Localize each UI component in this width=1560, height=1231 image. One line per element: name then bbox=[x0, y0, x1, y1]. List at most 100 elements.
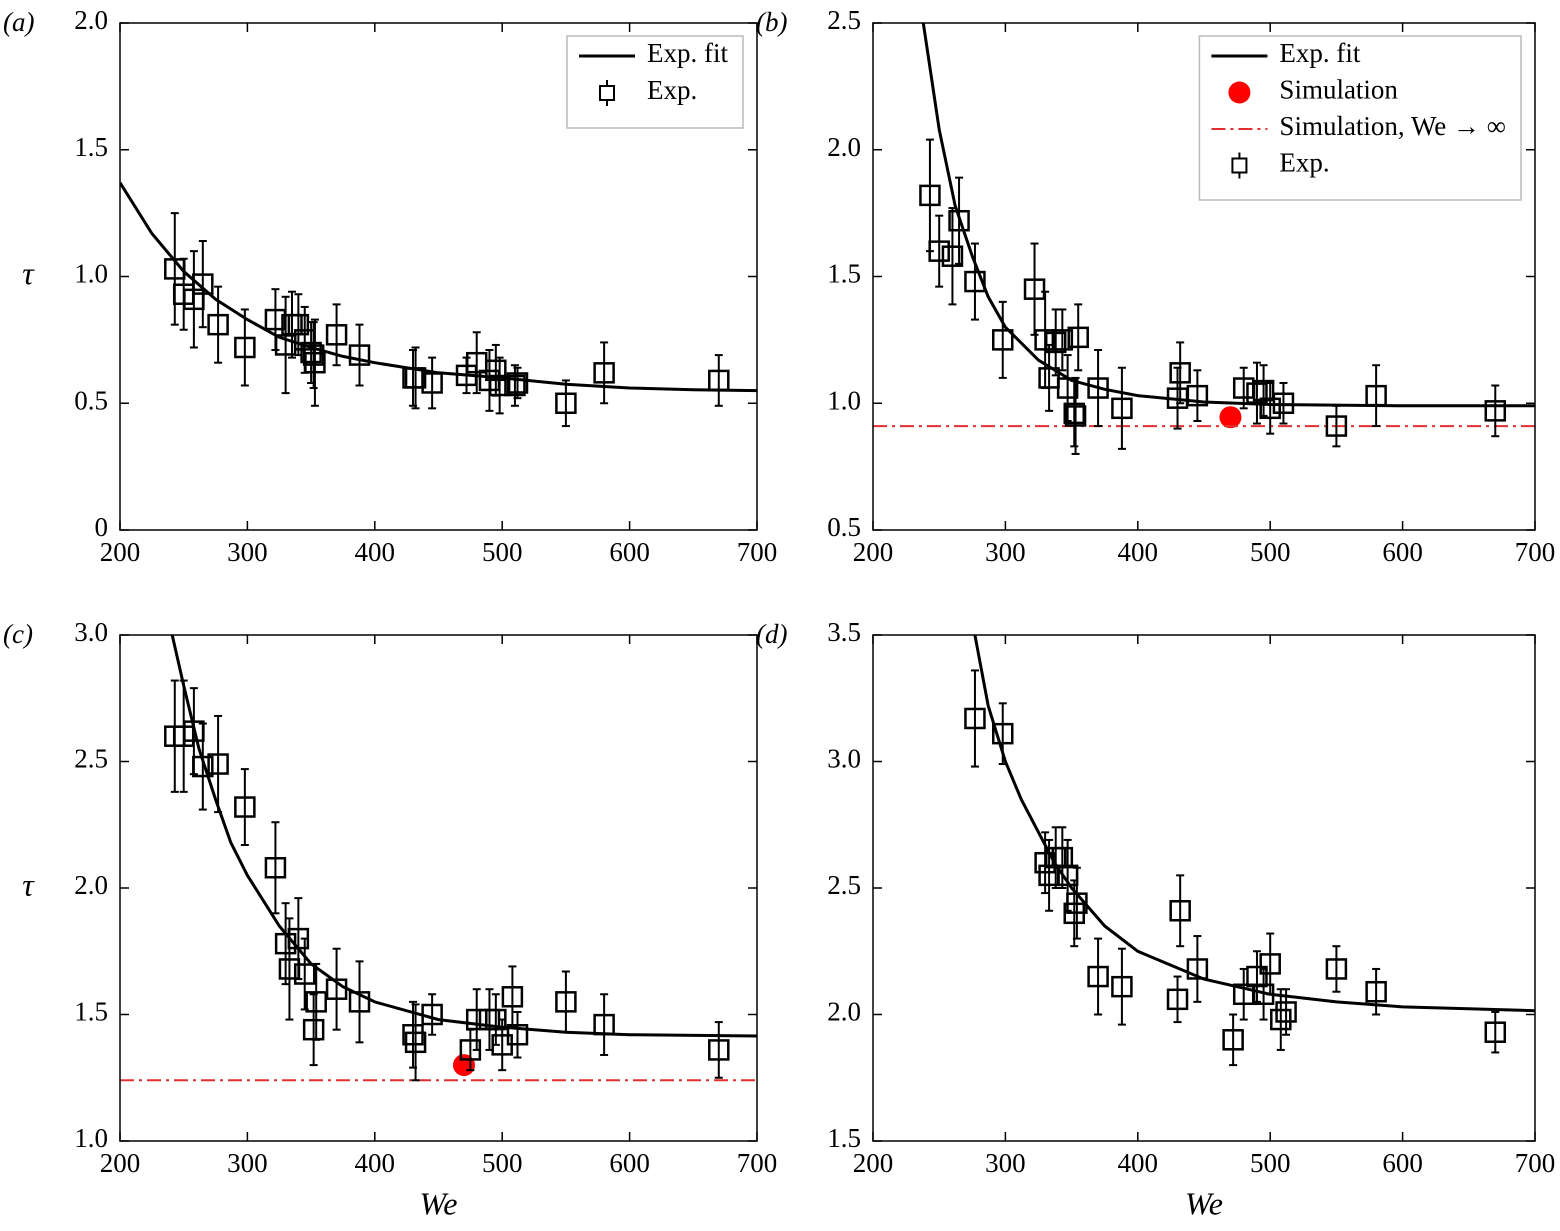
y-tick-label: 2.5 bbox=[827, 5, 861, 35]
exp-marker bbox=[506, 1023, 529, 1046]
exp-marker bbox=[1064, 405, 1087, 427]
exp-marker bbox=[234, 336, 256, 359]
exp-marker bbox=[421, 372, 443, 394]
x-tick-label: 400 bbox=[355, 537, 396, 567]
x-tick-label: 500 bbox=[1250, 537, 1291, 567]
x-tick-label: 600 bbox=[609, 537, 650, 567]
exp-marker bbox=[501, 986, 524, 1008]
exp-marker bbox=[1087, 377, 1109, 399]
y-tick-label: 2.5 bbox=[827, 870, 861, 900]
exp-marker bbox=[485, 359, 507, 382]
exp-marker bbox=[404, 1031, 427, 1054]
exp-marker bbox=[293, 963, 316, 985]
x-tick-label: 400 bbox=[1118, 537, 1159, 567]
exp-marker bbox=[1259, 397, 1281, 420]
exp-marker bbox=[992, 722, 1014, 745]
exp-marker bbox=[1166, 988, 1189, 1011]
exp-marker bbox=[593, 1013, 615, 1036]
y-tick-label: 1.0 bbox=[74, 259, 108, 289]
legend-box bbox=[566, 35, 744, 129]
y-tick-label: 0.5 bbox=[74, 385, 108, 415]
x-tick-label: 500 bbox=[482, 537, 523, 567]
exp-marker bbox=[274, 932, 297, 955]
exp-marker bbox=[1186, 958, 1209, 980]
x-tick-label: 200 bbox=[853, 537, 894, 567]
exp-marker bbox=[1051, 846, 1074, 869]
exp-marker bbox=[1023, 278, 1046, 300]
exp-marker bbox=[1246, 965, 1268, 988]
legend-label: Exp. bbox=[1279, 148, 1329, 178]
exp-marker bbox=[1275, 1001, 1297, 1023]
exp-marker bbox=[1063, 402, 1085, 425]
exp-marker bbox=[1169, 900, 1191, 922]
y-tick-label: 3.0 bbox=[827, 744, 861, 774]
y-tick-label: 1.5 bbox=[74, 997, 108, 1027]
exp-marker bbox=[1087, 965, 1109, 988]
x-tick-label: 700 bbox=[737, 1148, 778, 1178]
exp-marker bbox=[402, 1023, 424, 1046]
panel-label: (c) bbox=[3, 619, 33, 649]
legend-label: Exp. bbox=[647, 75, 697, 105]
y-tick-label: 2.0 bbox=[74, 5, 108, 35]
exp-marker bbox=[504, 374, 526, 397]
x-axis-label: We bbox=[1185, 1185, 1223, 1221]
legend: Exp. fit Simulation Simulation, We → ∞ Exp. bbox=[1198, 35, 1522, 201]
exp-marker bbox=[593, 362, 615, 384]
exp-marker bbox=[992, 329, 1014, 351]
plot-area bbox=[120, 635, 757, 1082]
exp-marker bbox=[1365, 384, 1387, 407]
exp-marker bbox=[348, 991, 371, 1013]
exp-marker bbox=[1246, 382, 1268, 404]
exp-marker bbox=[708, 369, 730, 392]
exp-marker bbox=[302, 344, 325, 366]
x-tick-label: 700 bbox=[737, 537, 778, 567]
y-tick-label: 2.0 bbox=[827, 997, 861, 1027]
y-tick-label: 2.0 bbox=[827, 132, 861, 162]
y-tick-label: 1.5 bbox=[827, 259, 861, 289]
exp-marker bbox=[555, 991, 577, 1013]
exp-marker bbox=[928, 240, 950, 262]
exp-marker bbox=[304, 351, 326, 374]
panel-label: (d) bbox=[756, 619, 787, 649]
legend-symbol bbox=[1231, 157, 1248, 174]
x-tick-label: 200 bbox=[100, 537, 141, 567]
exp-marker bbox=[1272, 392, 1295, 414]
y-tick-label: 2.5 bbox=[74, 744, 108, 774]
panel-label: (a) bbox=[3, 7, 34, 37]
exp-marker bbox=[1051, 329, 1074, 351]
simulation-point bbox=[1219, 406, 1242, 429]
x-tick-label: 600 bbox=[1382, 537, 1423, 567]
exp-marker bbox=[1325, 415, 1348, 437]
exp-marker bbox=[555, 392, 577, 414]
x-tick-label: 200 bbox=[100, 1148, 141, 1178]
legend: Exp. fit Exp. bbox=[566, 35, 744, 129]
exp-marker bbox=[348, 344, 371, 366]
exp-marker bbox=[941, 245, 964, 267]
exp-marker bbox=[264, 857, 287, 879]
exp-marker bbox=[708, 1039, 730, 1061]
x-tick-label: 600 bbox=[1382, 1148, 1423, 1178]
exp-marker bbox=[1111, 397, 1133, 420]
x-tick-label: 700 bbox=[1515, 537, 1556, 567]
axes-frame bbox=[872, 22, 1536, 531]
exp-marker bbox=[1067, 326, 1089, 349]
fit-line bbox=[170, 635, 757, 1038]
y-axis-label: τ bbox=[22, 255, 35, 291]
legend-label: Simulation, We → ∞ bbox=[1279, 111, 1506, 141]
exp-marker bbox=[305, 991, 327, 1013]
exp-marker bbox=[1484, 400, 1507, 422]
exp-marker bbox=[1186, 384, 1209, 407]
exp-marker bbox=[1270, 1008, 1292, 1031]
plot-area bbox=[964, 635, 1535, 1067]
exp-marker bbox=[1169, 362, 1191, 384]
exp-marker bbox=[1056, 377, 1079, 399]
x-tick-label: 400 bbox=[1118, 1148, 1159, 1178]
exp-marker bbox=[948, 209, 970, 232]
legend-label: Exp. fit bbox=[1279, 38, 1360, 68]
legend-label: Exp. fit bbox=[647, 38, 728, 68]
x-tick-label: 300 bbox=[985, 537, 1026, 567]
y-tick-label: 0 bbox=[95, 512, 109, 542]
y-tick-label: 0.5 bbox=[827, 512, 861, 542]
axes-frame bbox=[872, 634, 1536, 1142]
